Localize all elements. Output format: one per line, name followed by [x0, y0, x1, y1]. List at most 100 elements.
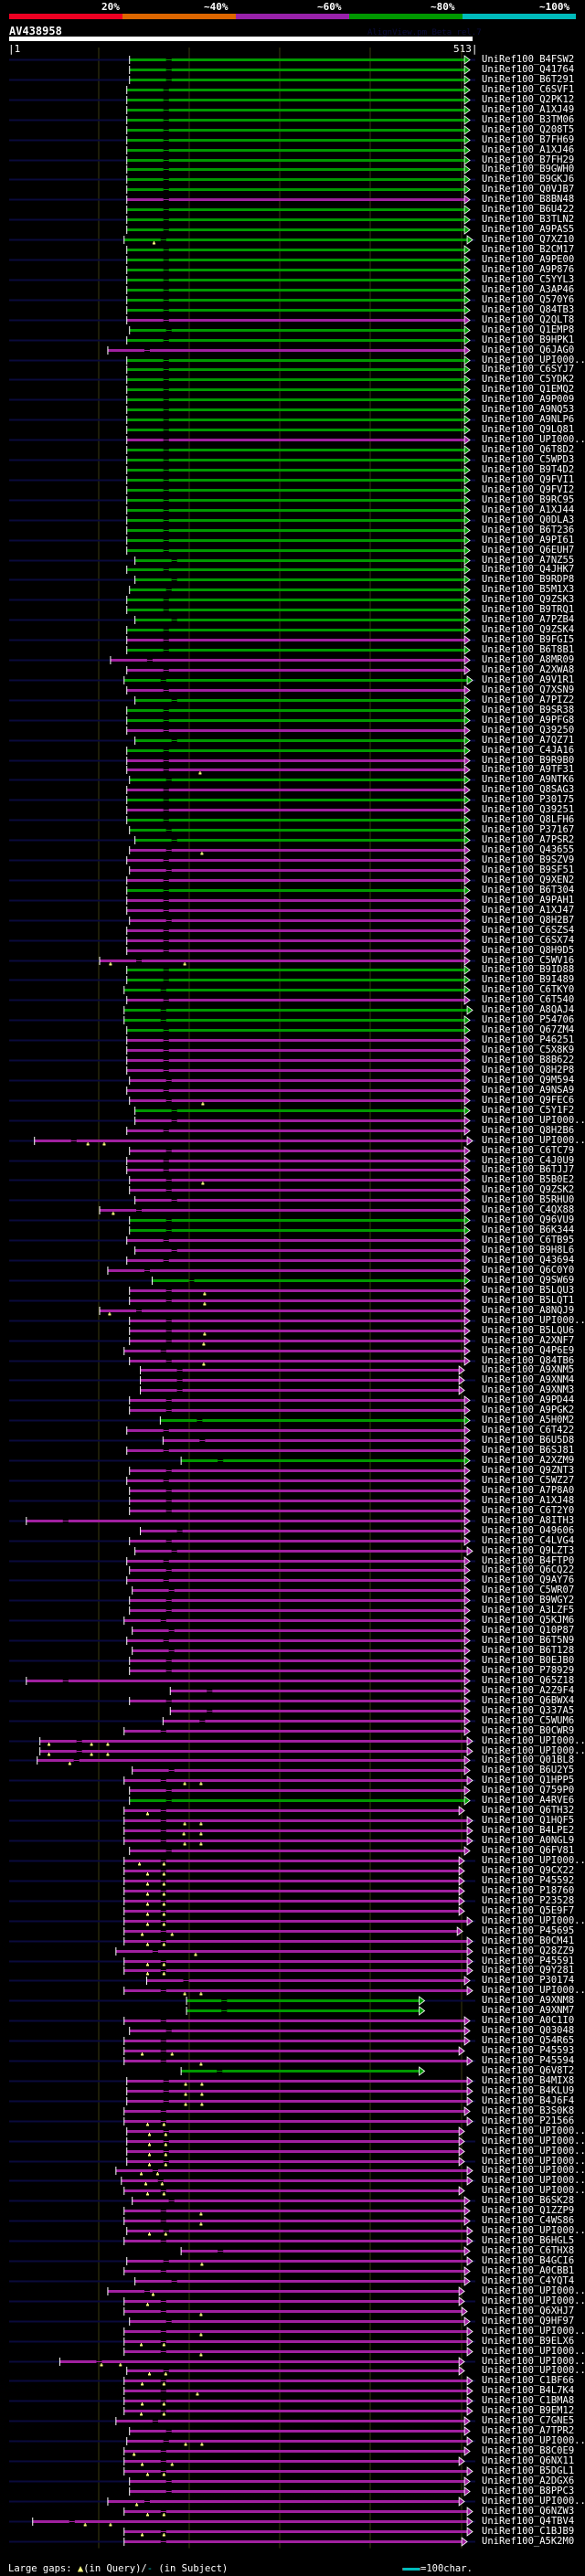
hit-label[interactable]: UniRef100_Q208T5 [482, 123, 575, 135]
hit-label[interactable]: UniRef100_C4WS86 [482, 2214, 575, 2226]
hit-label[interactable]: UniRef100_C5YYL3 [482, 273, 575, 285]
hit-label[interactable]: UniRef100_Q6C0Y0 [482, 1264, 575, 1276]
hit-label[interactable]: UniRef100_C7GNE5 [482, 2414, 575, 2426]
hit-label[interactable]: UniRef100_C1BMA8 [482, 2394, 575, 2406]
hit-label[interactable]: UniRef100_A0C1I0 [482, 2014, 575, 2026]
hit-label[interactable]: UniRef100_A0CBB1 [482, 2264, 575, 2276]
hit-label[interactable]: UniRef100_UPI000.. [482, 1314, 585, 1326]
hit-label[interactable]: UniRef100_C1BF66 [482, 2374, 575, 2386]
hit-label[interactable]: UniRef100_UPI000.. [482, 2284, 585, 2296]
hit-label[interactable]: UniRef100_Q9ZNT3 [482, 1464, 575, 1476]
hit-label[interactable]: UniRef100_B9H8L6 [482, 1244, 575, 1256]
hit-label[interactable]: UniRef100_A9PE00 [482, 253, 575, 265]
hit-label[interactable]: UniRef100_Q8H2B6 [482, 1124, 575, 1136]
hit-label[interactable]: UniRef100_A9XNM4 [482, 1373, 575, 1385]
hit-label[interactable]: UniRef100_B9GKJ6 [482, 173, 575, 185]
hit-label[interactable]: UniRef100_P23528 [482, 1894, 575, 1906]
hit-label[interactable]: UniRef100_C5WUM6 [482, 1714, 575, 1726]
hit-label[interactable]: UniRef100_A1XJ48 [482, 1494, 575, 1506]
hit-label[interactable]: UniRef100_B2CM17 [482, 243, 575, 255]
hit-label[interactable]: UniRef100_A9TF31 [482, 763, 575, 775]
hit-label[interactable]: UniRef100_UPI000.. [482, 2355, 585, 2367]
hit-label[interactable]: UniRef100_B9RC95 [482, 493, 575, 505]
hit-label[interactable]: UniRef100_Q5E9F7 [482, 1904, 575, 1916]
hit-label[interactable]: UniRef100_B4J6F4 [482, 2094, 575, 2106]
hit-label[interactable]: UniRef100_C6SYJ7 [482, 363, 575, 375]
hit-label[interactable]: UniRef100_B5LQU3 [482, 1284, 575, 1296]
hit-label[interactable]: UniRef100_A9PFG8 [482, 714, 575, 726]
hit-label[interactable]: UniRef100_B9ELX6 [482, 2335, 575, 2347]
hit-label[interactable]: UniRef100_B6TJJ7 [482, 1163, 575, 1175]
hit-label[interactable]: UniRef100_A2XNF7 [482, 1334, 575, 1346]
hit-label[interactable]: UniRef100_A2DGX6 [482, 2475, 575, 2486]
hit-label[interactable]: UniRef100_B7FH69 [482, 133, 575, 145]
hit-label[interactable]: UniRef100_C5YDK2 [482, 373, 575, 385]
hit-label[interactable]: UniRef100_A7NZ55 [482, 554, 575, 566]
hit-label[interactable]: UniRef100_B9TRQ1 [482, 603, 575, 615]
hit-label[interactable]: UniRef100_B6T291 [482, 73, 575, 85]
hit-label[interactable]: UniRef100_P18760 [482, 1884, 575, 1896]
hit-label[interactable]: UniRef100_A9NLP6 [482, 413, 575, 425]
hit-label[interactable]: UniRef100_Q8H9D5 [482, 944, 575, 956]
hit-label[interactable]: UniRef100_UPI000.. [482, 2164, 585, 2176]
hit-label[interactable]: UniRef100_A9XNM5 [482, 1363, 575, 1375]
hit-label[interactable]: UniRef100_A4RVE6 [482, 1794, 575, 1806]
hit-label[interactable]: UniRef100_P45592 [482, 1874, 575, 1886]
hit-label[interactable]: UniRef100_B6U2Y5 [482, 1764, 575, 1776]
hit-label[interactable]: UniRef100_B6T5N9 [482, 1634, 575, 1646]
hit-label[interactable]: UniRef100_Q9AY76 [482, 1574, 575, 1585]
hit-label[interactable]: UniRef100_B3TLN2 [482, 213, 575, 225]
hit-label[interactable]: UniRef100_B3TM06 [482, 113, 575, 125]
hit-label[interactable]: UniRef100_Q337A5 [482, 1704, 575, 1716]
hit-label[interactable]: UniRef100_A0NGL9 [482, 1834, 575, 1846]
hit-label[interactable]: UniRef100_B9I489 [482, 973, 575, 985]
hit-label[interactable]: UniRef100_Q1EMQ2 [482, 383, 575, 395]
hit-label[interactable]: UniRef100_P45594 [482, 2054, 575, 2066]
hit-label[interactable]: UniRef100_B6T304 [482, 884, 575, 896]
hit-label[interactable]: UniRef100_A9XNM3 [482, 1383, 575, 1395]
hit-label[interactable]: UniRef100_B4KLU9 [482, 2084, 575, 2096]
hit-label[interactable]: UniRef100_P54706 [482, 1013, 575, 1025]
hit-label[interactable]: UniRef100_UPI000.. [482, 2345, 585, 2357]
hit-label[interactable]: UniRef100_B4GCI6 [482, 2254, 575, 2266]
hit-label[interactable]: UniRef100_B9R9B0 [482, 754, 575, 766]
hit-label[interactable]: UniRef100_Q84TB3 [482, 303, 575, 315]
hit-label[interactable]: UniRef100_Q1EMP8 [482, 323, 575, 335]
hit-label[interactable]: UniRef100_O49606 [482, 1524, 575, 1536]
hit-label[interactable]: UniRef100_C6TB95 [482, 1234, 575, 1246]
hit-label[interactable]: UniRef100_A3LZF5 [482, 1604, 575, 1616]
hit-label[interactable]: UniRef100_Q570Y6 [482, 293, 575, 305]
hit-label[interactable]: UniRef100_Q9LQ81 [482, 423, 575, 435]
hit-label[interactable]: UniRef100_Q6JAG0 [482, 344, 575, 355]
hit-label[interactable]: UniRef100_A9P009 [482, 393, 575, 405]
hit-label[interactable]: UniRef100_Q6EUH7 [482, 544, 575, 556]
hit-label[interactable]: UniRef100_Q39250 [482, 724, 575, 736]
hit-label[interactable]: UniRef100_A3AP46 [482, 283, 575, 295]
hit-label[interactable]: UniRef100_C5Y1F2 [482, 1104, 575, 1116]
hit-label[interactable]: UniRef100_A7PZB4 [482, 613, 575, 625]
hit-label[interactable]: UniRef100_B4MIX8 [482, 2074, 575, 2086]
hit-label[interactable]: UniRef100_A9NQ53 [482, 403, 575, 415]
hit-label[interactable]: UniRef100_P21566 [482, 2115, 575, 2126]
hit-label[interactable]: UniRef100_A9PAS5 [482, 223, 575, 235]
hit-label[interactable]: UniRef100_Q10P87 [482, 1624, 575, 1636]
hit-label[interactable]: UniRef100_C6SZS4 [482, 924, 575, 936]
hit-label[interactable]: UniRef100_C1BJB9 [482, 2525, 575, 2537]
hit-label[interactable]: UniRef100_Q6V8T2 [482, 2064, 575, 2076]
hit-label[interactable]: UniRef100_A5K2M0 [482, 2535, 575, 2547]
hit-label[interactable]: UniRef100_B8C0E9 [482, 2444, 575, 2456]
hit-label[interactable]: UniRef100_B9HPK1 [482, 334, 575, 345]
hit-label[interactable]: UniRef100_Q7XZ10 [482, 233, 575, 245]
hit-label[interactable]: UniRef100_C6T2Y0 [482, 1504, 575, 1516]
hit-label[interactable]: UniRef100_Q9ZSK4 [482, 623, 575, 635]
hit-label[interactable]: UniRef100_UPI000.. [482, 2184, 585, 2196]
hit-label[interactable]: UniRef100_A9P876 [482, 263, 575, 275]
hit-label[interactable]: UniRef100_P45591 [482, 1955, 575, 1966]
hit-label[interactable]: UniRef100_Q8H2P8 [482, 1064, 575, 1076]
hit-label[interactable]: UniRef100_B8BN48 [482, 193, 575, 205]
hit-label[interactable]: UniRef100_Q67ZM4 [482, 1023, 575, 1035]
hit-label[interactable]: UniRef100_B4L7K4 [482, 2384, 575, 2396]
hit-label[interactable]: UniRef100_B0EJB0 [482, 1654, 575, 1666]
hit-label[interactable]: UniRef100_B5LQU6 [482, 1324, 575, 1336]
hit-label[interactable]: UniRef100_P37167 [482, 823, 575, 835]
